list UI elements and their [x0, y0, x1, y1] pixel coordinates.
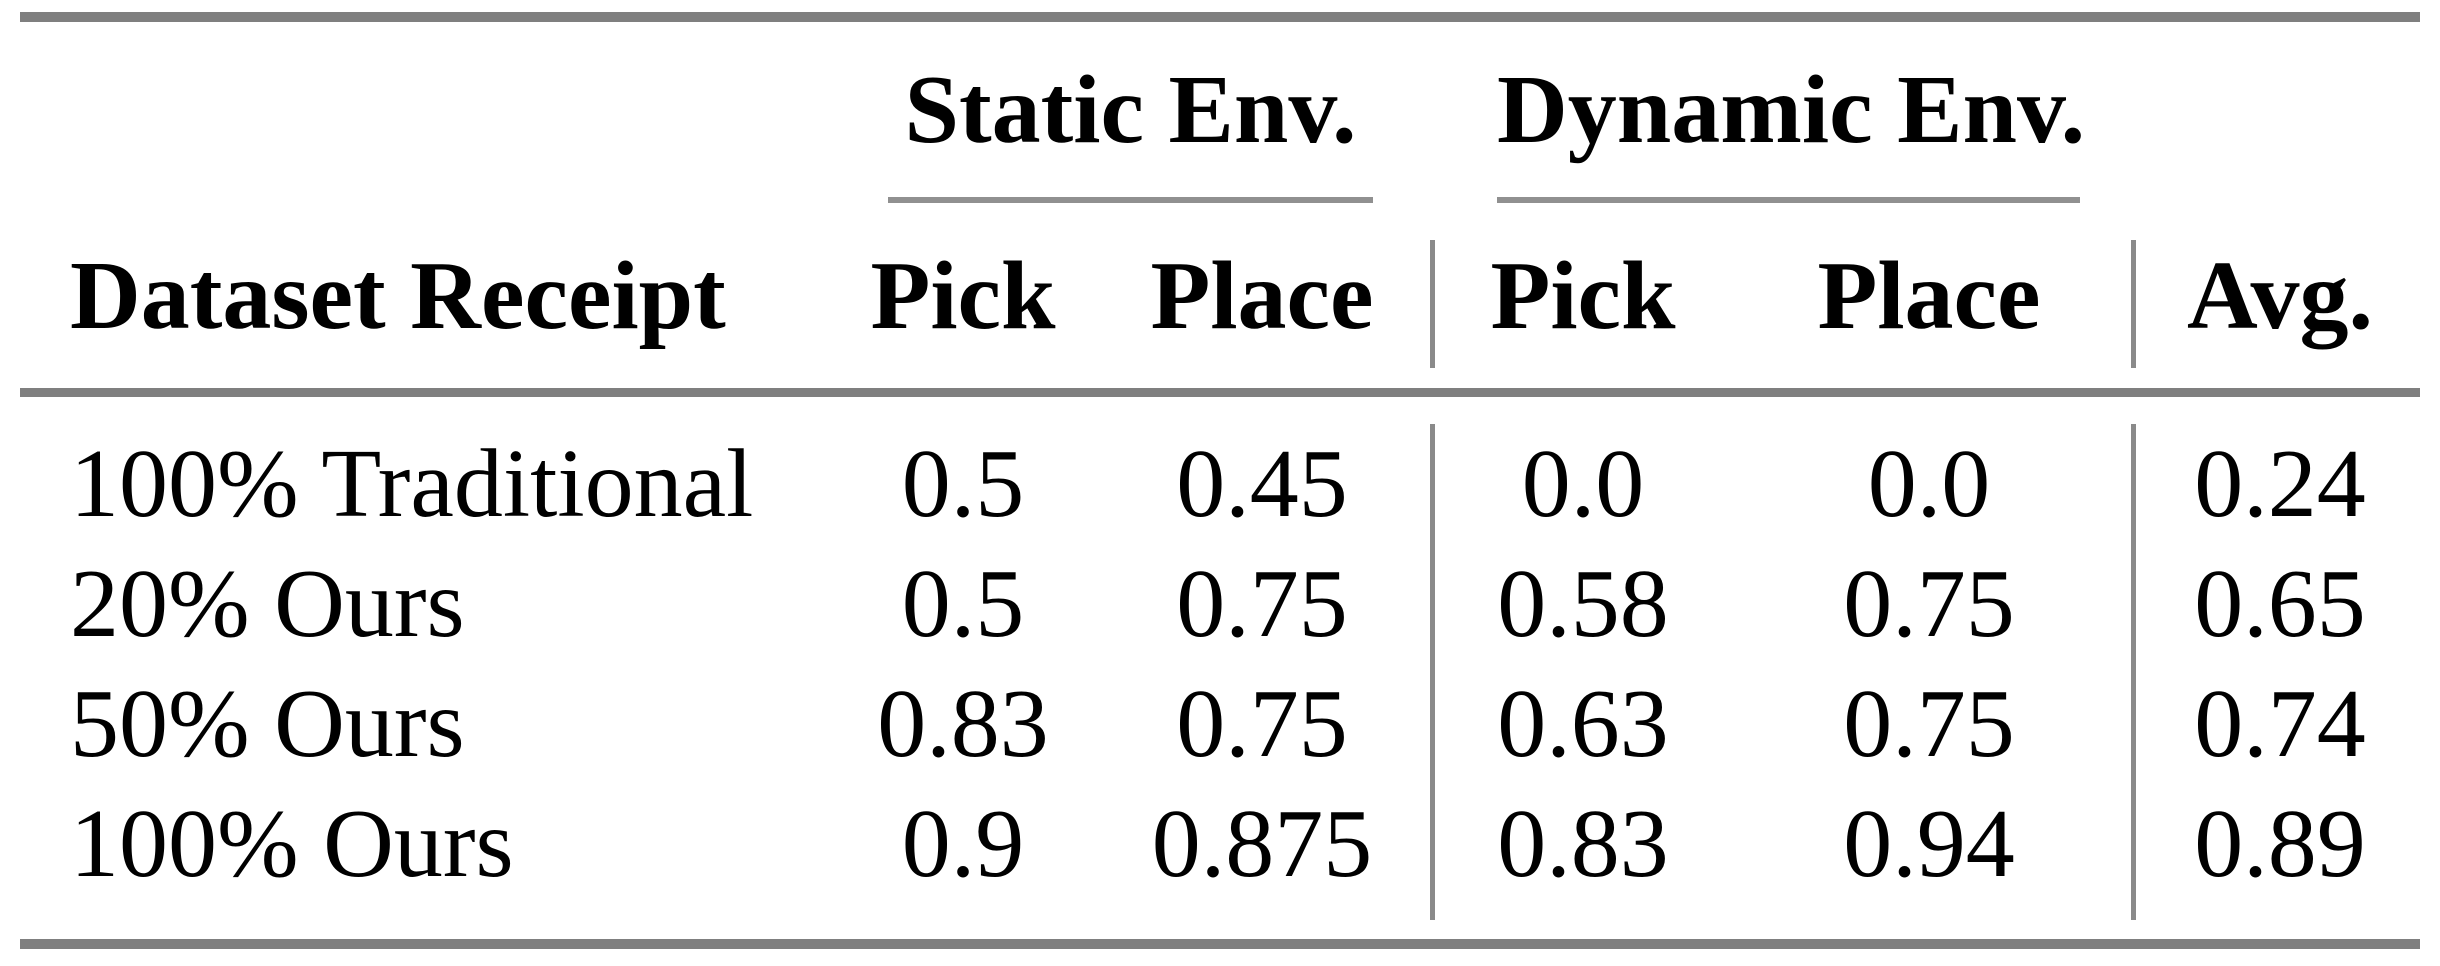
vertical-rule-static-dynamic-body — [1430, 424, 1435, 920]
vertical-rule-static-dynamic-header — [1430, 240, 1435, 368]
cell-static-pick: 0.83 — [877, 670, 1049, 778]
header-row: Dataset Receipt Pick Place Pick Place Av… — [0, 205, 2440, 388]
cell-dynamic-place: 0.75 — [1843, 550, 2015, 658]
cell-static-place: 0.45 — [1176, 430, 1348, 538]
cell-static-place: 0.875 — [1151, 790, 1373, 898]
cell-dynamic-pick: 0.58 — [1497, 550, 1669, 658]
cell-dynamic-pick: 0.0 — [1521, 430, 1645, 538]
header-dynamic-pick: Pick — [1490, 242, 1676, 350]
vertical-rule-avg-header — [2131, 240, 2136, 368]
cell-avg: 0.24 — [2194, 430, 2366, 538]
cell-dynamic-pick: 0.83 — [1497, 790, 1669, 898]
cell-avg: 0.65 — [2194, 550, 2366, 658]
table-bottom-rule — [20, 939, 2420, 949]
cell-dynamic-pick: 0.63 — [1497, 670, 1669, 778]
header-static-place: Place — [1150, 242, 1374, 350]
cell-avg: 0.74 — [2194, 670, 2366, 778]
header-avg: Avg. — [2187, 242, 2373, 350]
row-label: 100% Ours — [70, 790, 514, 898]
static-env-cmidrule — [888, 197, 1373, 203]
cell-static-pick: 0.9 — [901, 790, 1025, 898]
cell-static-place: 0.75 — [1176, 670, 1348, 778]
column-group-static-env: Static Env. — [904, 56, 1357, 164]
cell-dynamic-place: 0.0 — [1867, 430, 1991, 538]
row-label: 20% Ours — [70, 550, 465, 658]
vertical-rule-avg-body — [2131, 424, 2136, 920]
table-row: 100% Traditional 0.5 0.45 0.0 0.0 0.24 — [0, 424, 2440, 544]
header-dataset-receipt: Dataset Receipt — [70, 242, 726, 350]
header-static-pick: Pick — [870, 242, 1056, 350]
cell-avg: 0.89 — [2194, 790, 2366, 898]
table-row: 20% Ours 0.5 0.75 0.58 0.75 0.65 — [0, 544, 2440, 664]
table-row: 50% Ours 0.83 0.75 0.63 0.75 0.74 — [0, 664, 2440, 784]
cell-static-pick: 0.5 — [901, 550, 1025, 658]
dynamic-env-cmidrule — [1497, 197, 2080, 203]
column-group-dynamic-env: Dynamic Env. — [1497, 56, 2086, 164]
row-label: 100% Traditional — [70, 430, 754, 538]
cell-static-pick: 0.5 — [901, 430, 1025, 538]
row-label: 50% Ours — [70, 670, 465, 778]
cell-dynamic-place: 0.94 — [1843, 790, 2015, 898]
cell-static-place: 0.75 — [1176, 550, 1348, 658]
header-dynamic-place: Place — [1817, 242, 2041, 350]
header-bottom-rule — [20, 388, 2420, 397]
cell-dynamic-place: 0.75 — [1843, 670, 2015, 778]
table-row: 100% Ours 0.9 0.875 0.83 0.94 0.89 — [0, 784, 2440, 904]
table-top-rule — [20, 12, 2420, 22]
